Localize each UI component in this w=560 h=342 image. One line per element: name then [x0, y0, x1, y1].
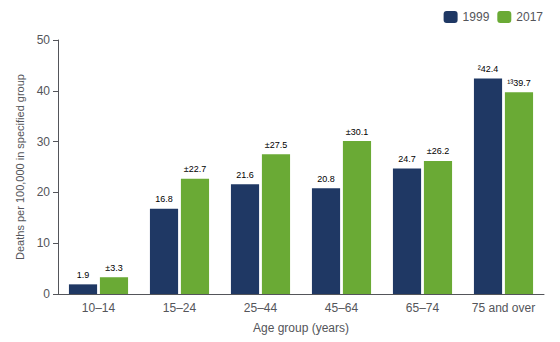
- svg-text:75 and over: 75 and over: [472, 301, 535, 315]
- svg-text:40: 40: [37, 84, 51, 98]
- svg-text:10–14: 10–14: [82, 301, 116, 315]
- svg-text:2017: 2017: [516, 10, 543, 24]
- svg-text:15–24: 15–24: [163, 301, 197, 315]
- svg-text:45–64: 45–64: [325, 301, 359, 315]
- svg-text:²42.4: ²42.4: [478, 64, 499, 74]
- svg-text:1.9: 1.9: [77, 270, 90, 280]
- svg-text:30: 30: [37, 135, 51, 149]
- svg-text:21.6: 21.6: [236, 170, 254, 180]
- svg-text:50: 50: [37, 33, 51, 47]
- svg-text:1999: 1999: [463, 10, 490, 24]
- svg-text:0: 0: [43, 287, 50, 301]
- svg-text:±30.1: ±30.1: [346, 127, 368, 137]
- svg-text:20.8: 20.8: [317, 174, 335, 184]
- svg-text:Deaths per 100,000 in specifie: Deaths per 100,000 in specified group: [14, 74, 26, 260]
- svg-text:24.7: 24.7: [398, 154, 416, 164]
- svg-text:±27.5: ±27.5: [265, 140, 287, 150]
- svg-text:20: 20: [37, 185, 51, 199]
- svg-text:65–74: 65–74: [406, 301, 440, 315]
- svg-text:±3.3: ±3.3: [105, 263, 122, 273]
- svg-text:±22.7: ±22.7: [184, 164, 206, 174]
- svg-text:10: 10: [37, 236, 51, 250]
- svg-text:25–44: 25–44: [244, 301, 278, 315]
- svg-text:¹³39.7: ¹³39.7: [507, 78, 531, 88]
- svg-text:Age group (years): Age group (years): [253, 321, 349, 335]
- svg-text:16.8: 16.8: [155, 194, 173, 204]
- svg-text:±26.2: ±26.2: [427, 146, 449, 156]
